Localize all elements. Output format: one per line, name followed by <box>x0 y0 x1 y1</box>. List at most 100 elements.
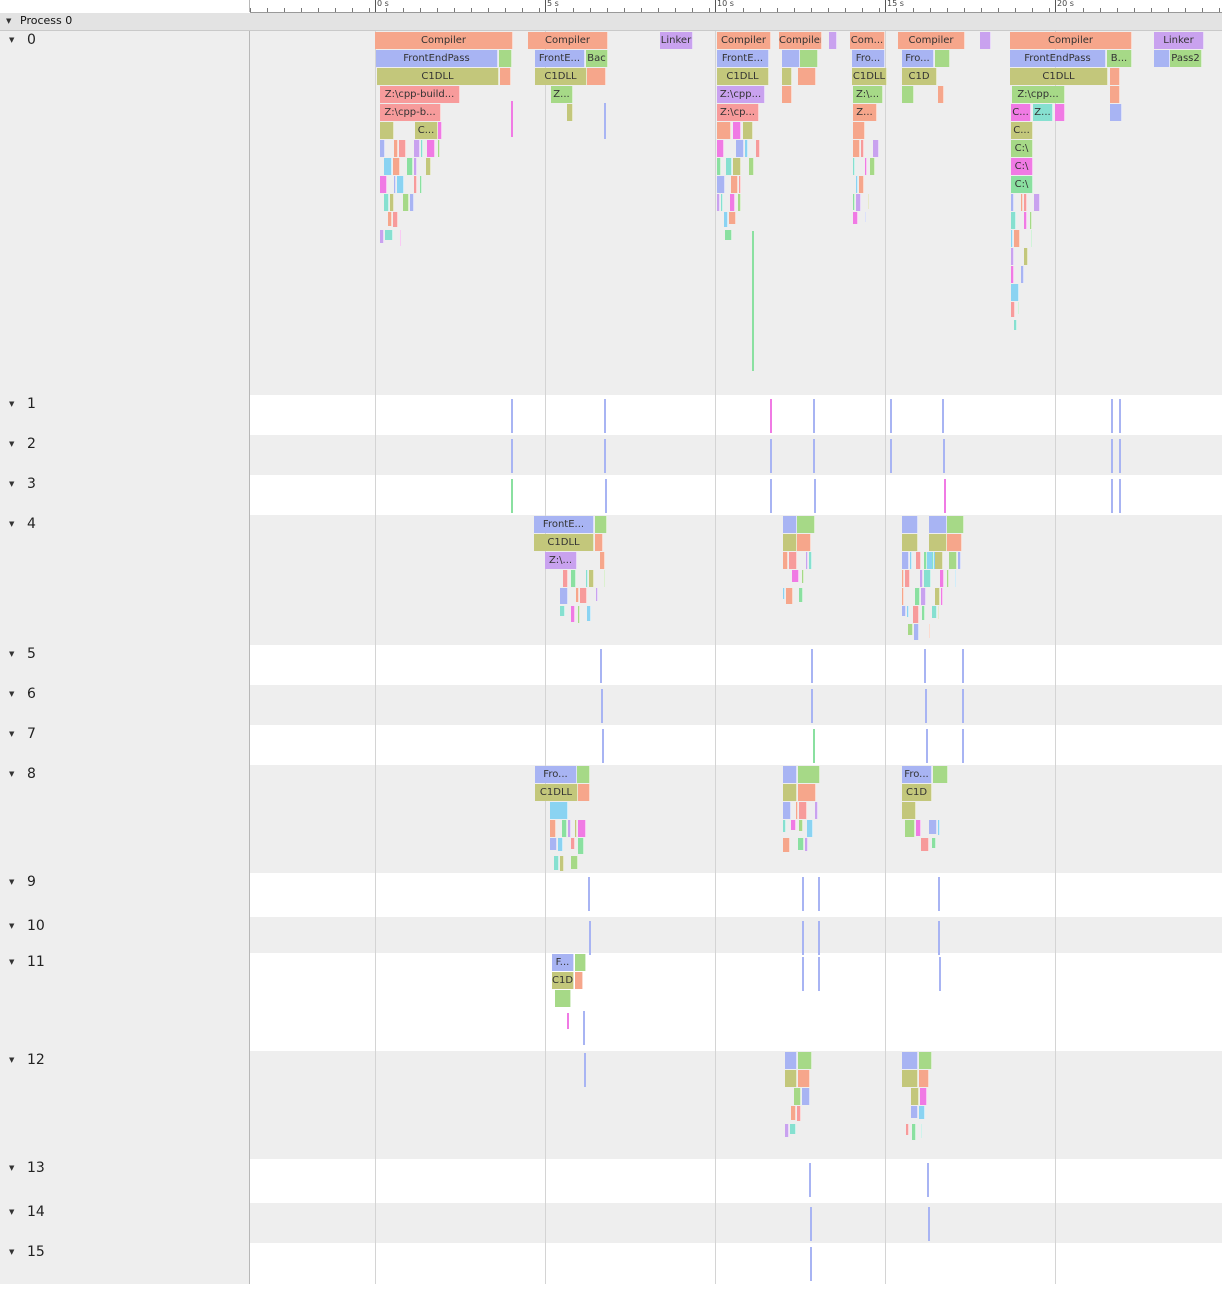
event-slice[interactable] <box>905 570 910 587</box>
event-slice[interactable] <box>1031 230 1032 247</box>
event-slice[interactable] <box>577 766 590 783</box>
event-block[interactable]: FrontE... <box>534 516 594 533</box>
event-slice[interactable] <box>384 194 389 211</box>
event-slice[interactable] <box>902 802 916 819</box>
event-slice[interactable] <box>584 1053 586 1087</box>
event-slice[interactable] <box>394 176 396 193</box>
event-block[interactable]: Fro... <box>852 50 885 67</box>
event-slice[interactable] <box>1119 439 1121 473</box>
collapse-triangle-icon[interactable]: ▼ <box>9 690 15 698</box>
event-slice[interactable] <box>809 1163 811 1197</box>
event-slice[interactable] <box>1111 399 1113 433</box>
event-slice[interactable] <box>1119 399 1121 433</box>
event-slice[interactable] <box>856 176 858 193</box>
event-slice[interactable] <box>587 68 606 85</box>
event-slice[interactable] <box>605 479 607 513</box>
event-slice[interactable] <box>791 1106 796 1120</box>
event-slice[interactable] <box>818 921 820 955</box>
event-block[interactable]: Z... <box>551 86 573 103</box>
event-slice[interactable] <box>717 176 725 193</box>
event-slice[interactable] <box>935 588 940 605</box>
event-slice[interactable] <box>902 516 918 533</box>
event-slice[interactable] <box>1110 86 1120 103</box>
event-slice[interactable] <box>908 624 913 635</box>
collapse-triangle-icon[interactable]: ▼ <box>9 520 15 528</box>
event-slice[interactable] <box>1011 266 1014 283</box>
event-block[interactable]: C1DLL <box>377 68 499 85</box>
event-slice[interactable] <box>920 1088 927 1105</box>
event-slice[interactable] <box>725 230 732 240</box>
event-slice[interactable] <box>1014 230 1020 247</box>
collapse-triangle-icon[interactable]: ▼ <box>9 1248 15 1256</box>
event-slice[interactable] <box>785 1070 797 1087</box>
event-slice[interactable] <box>910 552 912 569</box>
event-slice[interactable] <box>554 856 559 870</box>
thread-label[interactable]: ▼ 10 <box>0 918 249 936</box>
event-block[interactable]: F... <box>552 954 574 971</box>
event-slice[interactable] <box>919 1106 925 1119</box>
event-slice[interactable] <box>859 176 864 193</box>
event-slice[interactable] <box>916 552 921 569</box>
event-slice[interactable] <box>873 140 879 157</box>
event-slice[interactable] <box>789 552 797 569</box>
event-slice[interactable] <box>932 838 937 848</box>
event-slice[interactable] <box>906 1124 909 1135</box>
event-slice[interactable] <box>783 766 797 783</box>
event-slice[interactable] <box>941 588 943 605</box>
event-slice[interactable] <box>929 624 931 638</box>
event-slice[interactable] <box>943 439 945 473</box>
event-slice[interactable] <box>920 570 923 587</box>
event-slice[interactable] <box>588 877 590 911</box>
event-slice[interactable] <box>717 158 721 175</box>
event-block[interactable]: Pass2 <box>1170 50 1202 67</box>
thread-label[interactable]: ▼ 0 <box>0 32 249 50</box>
thread-label[interactable]: ▼ 7 <box>0 726 249 744</box>
event-slice[interactable] <box>562 820 567 837</box>
event-slice[interactable] <box>1030 212 1032 229</box>
event-slice[interactable] <box>782 50 800 67</box>
thread-label[interactable]: ▼ 1 <box>0 396 249 414</box>
collapse-triangle-icon[interactable]: ▼ <box>6 17 12 25</box>
event-slice[interactable] <box>870 158 875 175</box>
event-block[interactable]: Z... <box>853 104 877 121</box>
event-slice[interactable] <box>717 122 731 139</box>
event-slice[interactable] <box>721 194 723 211</box>
event-slice[interactable] <box>853 122 865 139</box>
event-block[interactable]: C... <box>415 122 438 139</box>
event-slice[interactable] <box>790 1124 796 1134</box>
event-slice[interactable] <box>818 957 820 991</box>
event-slice[interactable] <box>799 820 803 831</box>
event-slice[interactable] <box>890 439 892 473</box>
event-slice[interactable] <box>1154 50 1170 67</box>
event-slice[interactable] <box>783 802 791 819</box>
event-slice[interactable] <box>756 140 760 157</box>
event-slice[interactable] <box>902 1052 918 1069</box>
event-slice[interactable] <box>380 140 385 157</box>
event-block[interactable]: C:\ <box>1011 176 1033 193</box>
event-slice[interactable] <box>921 838 929 851</box>
event-slice[interactable] <box>1021 266 1025 283</box>
event-block[interactable]: Z:\cpp-b... <box>380 104 441 121</box>
event-slice[interactable] <box>786 588 793 604</box>
event-slice[interactable] <box>783 516 797 533</box>
event-slice[interactable] <box>791 820 796 830</box>
event-slice[interactable] <box>1110 104 1122 121</box>
event-slice[interactable] <box>604 570 605 587</box>
event-slice[interactable] <box>770 399 772 433</box>
event-slice[interactable] <box>571 838 575 849</box>
event-slice[interactable] <box>798 1070 810 1087</box>
event-block[interactable]: Fro... <box>902 766 932 783</box>
event-slice[interactable] <box>393 212 398 227</box>
event-block[interactable]: Z:\... <box>853 86 883 103</box>
event-slice[interactable] <box>511 479 513 513</box>
event-slice[interactable] <box>578 838 584 854</box>
event-slice[interactable] <box>745 140 748 157</box>
event-block[interactable]: B... <box>1107 50 1132 67</box>
event-slice[interactable] <box>736 140 744 157</box>
event-slice[interactable] <box>1011 230 1013 247</box>
thread-label[interactable]: ▼ 15 <box>0 1244 249 1262</box>
event-block[interactable]: Compiler <box>898 32 965 49</box>
event-block[interactable]: Compiler <box>779 32 822 49</box>
event-slice[interactable] <box>400 230 401 246</box>
event-slice[interactable] <box>798 766 820 783</box>
